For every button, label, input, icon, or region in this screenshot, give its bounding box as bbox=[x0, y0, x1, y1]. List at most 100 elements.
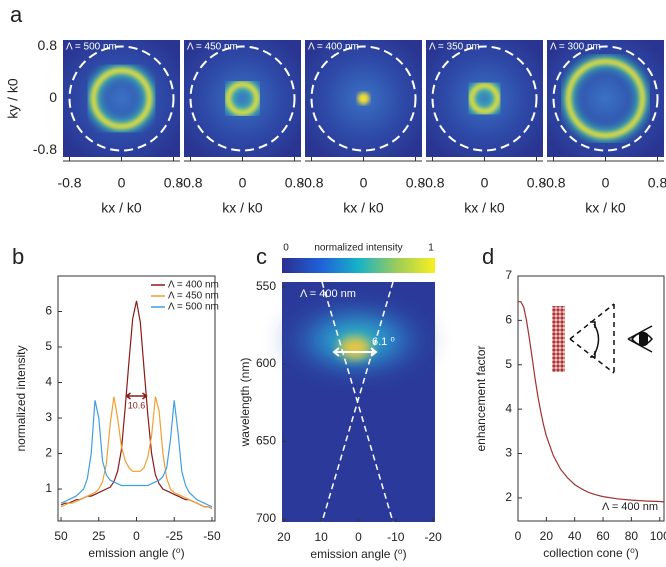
x-tick-label: 80 bbox=[625, 529, 639, 543]
annotation: Λ = 400 nm bbox=[602, 501, 658, 513]
arrow-heads bbox=[590, 321, 596, 358]
colorbar-label: normalized intensity bbox=[314, 243, 402, 254]
width-arrow bbox=[125, 392, 148, 400]
x-tick-label: 20 bbox=[540, 529, 554, 543]
image-label: Λ = 350 nm bbox=[429, 42, 480, 53]
y-tick-label: 3 bbox=[505, 446, 512, 460]
y-tick-label: 4 bbox=[505, 401, 512, 415]
x-tick-label: 0 bbox=[360, 175, 368, 191]
y-tick-label: 0 bbox=[49, 89, 57, 105]
y-tick-label: 550 bbox=[256, 279, 276, 293]
panel-letter: d bbox=[482, 244, 494, 269]
x-tick-label: 0 bbox=[133, 529, 140, 543]
y-tick-label: 0.8 bbox=[38, 37, 58, 53]
y-tick-label: 600 bbox=[256, 356, 276, 370]
x-axis-label: collection cone (⁰) bbox=[543, 546, 639, 560]
x-tick-label: -0.8 bbox=[541, 175, 565, 191]
x-tick-label: 0 bbox=[239, 175, 247, 191]
cone-lines bbox=[569, 303, 615, 374]
dashed-circle bbox=[310, 45, 417, 152]
colorbar-tick-label: 1 bbox=[428, 243, 434, 254]
x-axis-label: emission angle (⁰) bbox=[310, 547, 406, 561]
ring bbox=[565, 58, 646, 139]
x-tick-label: 0 bbox=[515, 529, 522, 543]
annotation: 6.1 ⁰ bbox=[372, 336, 395, 348]
cone-lines bbox=[321, 281, 394, 523]
width-arrow bbox=[332, 347, 378, 357]
x-tick-label: 100 bbox=[650, 529, 666, 543]
dashed-circle bbox=[552, 45, 659, 152]
x-tick-label: 0 bbox=[602, 175, 610, 191]
x-tick-label: -0.8 bbox=[57, 175, 81, 191]
data-line bbox=[60, 400, 213, 508]
k-space-image: Λ = 350 nm bbox=[426, 40, 543, 157]
x-axis-label: emission angle (⁰) bbox=[88, 546, 184, 560]
y-tick-label: 6 bbox=[505, 313, 512, 327]
y-tick-label: 5 bbox=[45, 339, 52, 353]
x-tick-label: 25 bbox=[92, 529, 106, 543]
data-line bbox=[518, 301, 665, 503]
y-axis-label: enhancement factor bbox=[474, 345, 488, 451]
x-tick-label: -10 bbox=[387, 530, 405, 544]
x-axis-label: kx / k0 bbox=[222, 200, 263, 216]
dashed-circle bbox=[68, 45, 175, 152]
y-tick-label: 2 bbox=[505, 490, 512, 504]
legend-label: Λ = 500 nm bbox=[168, 302, 219, 313]
y-axis-label: normalized intensity bbox=[14, 345, 28, 451]
dashed-circle bbox=[189, 45, 296, 152]
x-tick-label: 0.8 bbox=[164, 175, 184, 191]
panel-letter: c bbox=[256, 244, 267, 269]
x-axis-label: kx / k0 bbox=[464, 200, 505, 216]
panel-letter: a bbox=[10, 2, 23, 27]
image-background bbox=[184, 40, 301, 157]
y-axis-label: ky / k0 bbox=[5, 78, 21, 119]
legend-label: Λ = 400 nm bbox=[168, 280, 219, 291]
x-tick-label: 0.8 bbox=[527, 175, 547, 191]
image-label: Λ = 300 nm bbox=[550, 42, 601, 53]
x-tick-label: 0.8 bbox=[285, 175, 305, 191]
x-tick-label: -0.8 bbox=[178, 175, 202, 191]
y-tick-label: 4 bbox=[45, 375, 52, 389]
k-space-image: Λ = 500 nm bbox=[63, 40, 180, 157]
x-axis-label: kx / k0 bbox=[343, 200, 384, 216]
spot bbox=[357, 92, 370, 105]
pupil bbox=[639, 331, 648, 347]
y-tick-label: 1 bbox=[45, 481, 52, 495]
y-tick-label: 6 bbox=[45, 304, 52, 318]
x-tick-label: -0.8 bbox=[420, 175, 444, 191]
colorbar bbox=[282, 258, 435, 273]
y-tick-label: 5 bbox=[505, 357, 512, 371]
image-background bbox=[426, 40, 543, 157]
k-space-image: Λ = 400 nm bbox=[305, 40, 422, 157]
y-tick-label: 650 bbox=[256, 434, 276, 448]
panel-letter: b bbox=[12, 244, 24, 269]
x-tick-label: -0.8 bbox=[299, 175, 323, 191]
x-tick-label: 20 bbox=[277, 530, 291, 544]
x-axis-label: kx / k0 bbox=[101, 200, 142, 216]
ring bbox=[469, 83, 500, 114]
plot-frame bbox=[517, 275, 665, 522]
width-label: 10.6 bbox=[128, 400, 146, 410]
x-tick-label: 60 bbox=[596, 529, 610, 543]
x-tick-label: 0.8 bbox=[648, 175, 666, 191]
k-space-image: Λ = 300 nm bbox=[547, 40, 664, 157]
image-background bbox=[63, 40, 180, 157]
plot-frame bbox=[57, 275, 216, 522]
x-tick-label: 0 bbox=[355, 530, 362, 544]
ring bbox=[225, 81, 260, 116]
sample-plate bbox=[552, 306, 565, 372]
x-axis-label: kx / k0 bbox=[585, 200, 626, 216]
k-space-image: Λ = 450 nm bbox=[184, 40, 301, 157]
panel-label: Λ = 400 nm bbox=[300, 288, 356, 300]
y-axis-label: wavelength (nm) bbox=[238, 358, 252, 448]
y-tick-label: 700 bbox=[256, 511, 276, 525]
y-tick-label: 2 bbox=[45, 446, 52, 460]
x-tick-label: 50 bbox=[54, 529, 68, 543]
legend-label: Λ = 450 nm bbox=[168, 291, 219, 302]
y-tick-label: 7 bbox=[505, 268, 512, 282]
x-tick-label: -25 bbox=[166, 529, 184, 543]
ring bbox=[91, 68, 152, 129]
image-label: Λ = 450 nm bbox=[187, 42, 238, 53]
image-label: Λ = 400 nm bbox=[308, 42, 359, 53]
